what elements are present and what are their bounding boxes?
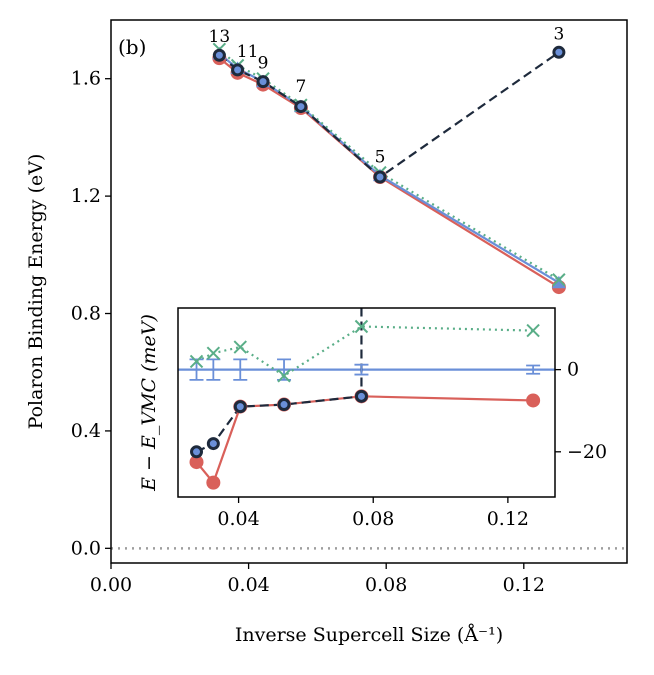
inset-series-2-point-1 <box>206 346 221 360</box>
point-label-0: 13 <box>209 27 231 47</box>
inset-series-2-point-4 <box>354 319 369 334</box>
main-y-axis-label: Polaron Binding Energy (eV) <box>25 154 47 430</box>
inset-series-2-point-0 <box>189 354 204 369</box>
main-series-2-line <box>218 48 560 281</box>
inset-series-3-point-0 <box>190 445 204 459</box>
point-label-3: 7 <box>295 77 306 97</box>
inset-series-1-point-4 <box>354 363 369 376</box>
main-series-3-point-3 <box>294 100 308 114</box>
main-ytick-label-0: 0.0 <box>71 537 101 559</box>
inset-background <box>178 308 555 497</box>
main-series-3-point-2 <box>256 75 270 89</box>
main-series-3-point-0 <box>212 48 226 62</box>
inset-series-0-point-5 <box>526 393 541 408</box>
main-series-group <box>212 42 566 295</box>
inset-series-2-point-3 <box>277 369 291 383</box>
inset-ytick-label-1: 0 <box>567 359 579 381</box>
main-x-axis-label: Inverse Supercell Size (Å⁻¹) <box>235 624 503 646</box>
inset-series-group <box>178 308 555 490</box>
main-ytick-label-1: 0.4 <box>71 420 101 442</box>
inset-xtick-label-1: 0.08 <box>352 508 394 530</box>
inset-series-2-point-5 <box>526 323 540 338</box>
point-label-4: 5 <box>375 148 386 168</box>
main-ytick-label-2: 0.8 <box>71 303 101 325</box>
main-series-2-point-5 <box>552 273 566 287</box>
inset-series-1-point-2 <box>233 358 248 381</box>
inset-series-1-point-1 <box>206 358 221 381</box>
inset-series-1-point-5 <box>526 364 541 375</box>
inset-series-3-point-4 <box>354 389 368 403</box>
main-series-3-line <box>218 51 560 179</box>
point-label-1: 11 <box>237 42 259 62</box>
main-xtick-label-0: 0.00 <box>90 574 132 596</box>
inset-series-3-point-1 <box>206 437 220 451</box>
point-label-5: 3 <box>553 24 564 44</box>
inset-y-axis-label: E − E_VMC (meV) <box>138 314 160 492</box>
main-series-3-point-5 <box>552 45 566 59</box>
panel-label: (b) <box>118 35 146 59</box>
inset-series-0-point-1 <box>206 475 221 490</box>
inset-xtick-label-0: 0.04 <box>217 508 259 530</box>
inset-xtick-label-2: 0.12 <box>487 508 529 530</box>
inset-series-3-point-3 <box>277 398 291 412</box>
inset-ytick-label-0: −20 <box>567 441 607 463</box>
main-series-3-point-4 <box>373 170 387 184</box>
main-ytick-label-4: 1.6 <box>71 68 101 90</box>
main-series-1-point-5 <box>551 275 566 289</box>
inset-plot-frame <box>177 307 556 498</box>
inset-series-3-point-2 <box>233 400 247 414</box>
main-ytick-label-3: 1.2 <box>71 185 101 207</box>
main-xtick-label-2: 0.08 <box>365 574 407 596</box>
main-plot-frame <box>110 19 628 564</box>
main-xtick-label-1: 0.04 <box>227 574 269 596</box>
main-xtick-label-3: 0.12 <box>503 574 545 596</box>
inset-series-2-line <box>196 325 534 378</box>
inset-series-2-point-2 <box>233 340 247 354</box>
point-label-2: 9 <box>258 54 269 74</box>
main-series-3-point-1 <box>231 63 245 77</box>
inset-series-0-point-0 <box>189 455 204 470</box>
